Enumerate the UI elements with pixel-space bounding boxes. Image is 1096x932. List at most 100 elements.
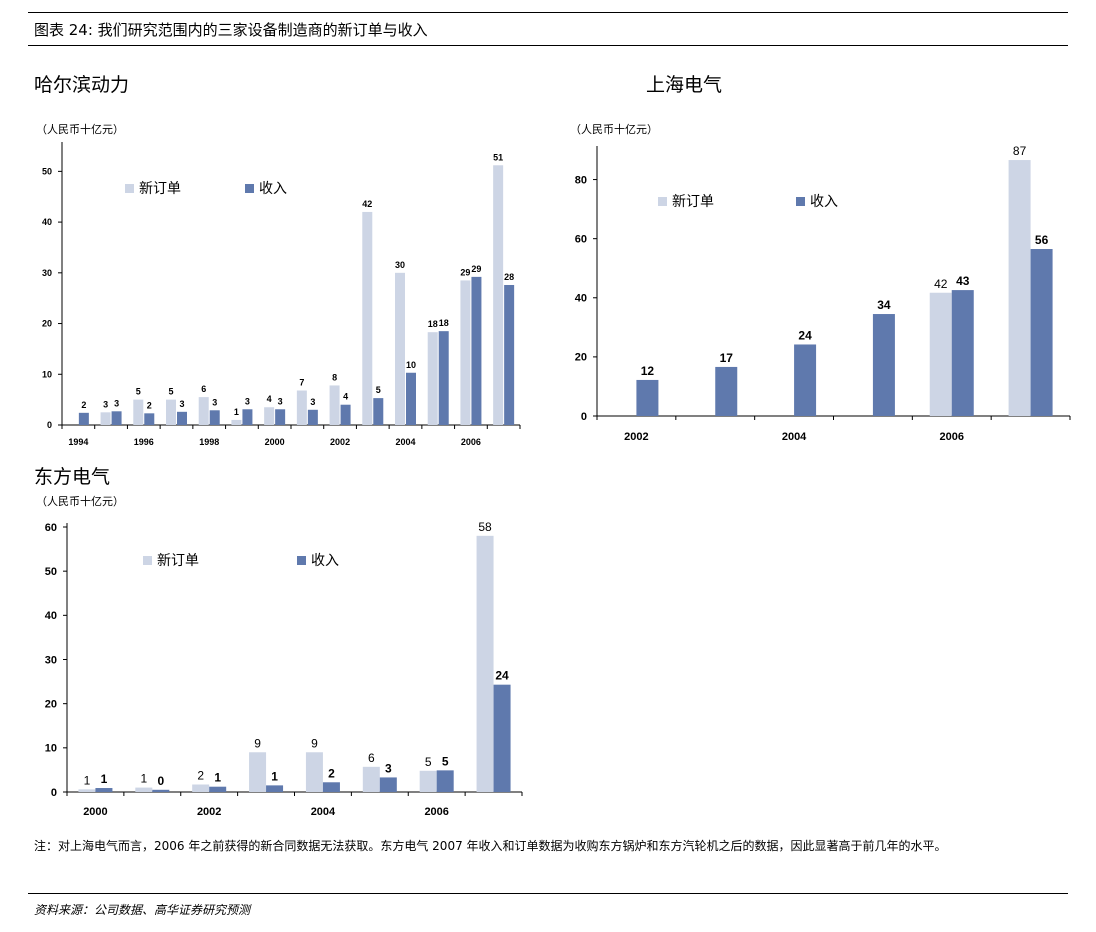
data-label-dongfang-new-orders: 9 <box>254 736 261 750</box>
data-label-shanghai-revenue: 56 <box>1035 233 1049 247</box>
data-label-shanghai-revenue: 17 <box>720 351 734 365</box>
data-label-dongfang-new-orders: 1 <box>84 773 91 787</box>
data-label-harbin-revenue: 3 <box>245 396 250 406</box>
data-label-shanghai-revenue: 34 <box>877 298 891 312</box>
chart-title-shanghai: 上海电气 <box>646 74 723 96</box>
bar-dongfang-revenue <box>95 788 113 792</box>
bar-harbin-revenue <box>406 372 416 425</box>
bar-dongfang-revenue <box>322 782 340 792</box>
x-tick-label-harbin: 1994 <box>68 437 88 447</box>
bar-shanghai-revenue <box>1030 249 1053 416</box>
bar-harbin-new-orders <box>133 399 144 425</box>
data-label-shanghai-new-orders: 87 <box>1013 144 1027 158</box>
legend-label-shanghai-new-orders: 新订单 <box>672 193 714 209</box>
top-rule <box>28 12 1068 13</box>
data-label-dongfang-revenue: 2 <box>328 766 335 780</box>
bar-harbin-revenue <box>504 284 515 425</box>
data-label-harbin-new-orders: 8 <box>332 372 337 382</box>
y-tick-label-harbin: 50 <box>42 167 52 177</box>
data-label-harbin-new-orders: 51 <box>493 152 503 162</box>
bar-dongfang-revenue <box>209 786 227 792</box>
figure-title: 图表 24: 我们研究范围内的三家设备制造商的新订单与收入 <box>34 21 428 39</box>
x-tick-label-shanghai: 2002 <box>624 431 648 443</box>
bar-harbin-new-orders <box>166 399 176 425</box>
data-label-dongfang-revenue: 1 <box>271 769 278 783</box>
data-label-dongfang-new-orders: 5 <box>425 755 432 769</box>
data-label-harbin-new-orders: 29 <box>460 267 470 277</box>
legend-swatch-harbin-new-orders <box>125 184 134 193</box>
y-tick-label-shanghai: 60 <box>575 234 587 246</box>
data-label-harbin-new-orders: 3 <box>103 399 108 409</box>
data-label-dongfang-new-orders: 58 <box>478 520 492 534</box>
bar-harbin-new-orders <box>493 165 504 425</box>
x-tick-label-harbin: 2002 <box>330 437 350 447</box>
data-label-harbin-new-orders: 6 <box>201 384 206 394</box>
data-label-dongfang-new-orders: 1 <box>140 772 147 786</box>
bar-harbin-new-orders <box>264 407 275 425</box>
bar-shanghai-revenue <box>794 344 817 416</box>
bar-harbin-revenue <box>373 398 384 425</box>
data-label-dongfang-revenue: 1 <box>214 771 221 785</box>
x-tick-label-dongfang: 2000 <box>83 806 107 818</box>
x-tick-label-dongfang: 2004 <box>311 806 336 818</box>
bar-harbin-revenue <box>209 410 220 425</box>
y-tick-label-harbin: 20 <box>42 319 52 329</box>
data-label-harbin-new-orders: 5 <box>136 387 141 397</box>
data-label-harbin-revenue: 28 <box>504 272 514 282</box>
data-label-shanghai-revenue: 43 <box>956 274 970 288</box>
bar-shanghai-new-orders <box>1008 160 1031 416</box>
data-label-dongfang-new-orders: 2 <box>197 768 204 782</box>
x-tick-label-harbin: 1998 <box>199 437 219 447</box>
bar-dongfang-new-orders <box>249 752 267 792</box>
bar-harbin-revenue <box>242 409 253 425</box>
x-tick-label-harbin: 2006 <box>461 437 481 447</box>
unit-label-dongfang: （人民币十亿元） <box>36 495 124 508</box>
data-label-harbin-revenue: 3 <box>179 399 184 409</box>
bar-shanghai-new-orders <box>929 292 952 416</box>
bar-dongfang-revenue <box>266 785 284 792</box>
bar-harbin-revenue <box>340 404 351 425</box>
x-tick-label-shanghai: 2004 <box>782 431 807 443</box>
bottom-rule <box>28 893 1068 894</box>
legend-swatch-shanghai-new-orders <box>658 197 667 206</box>
bar-harbin-revenue <box>144 413 155 425</box>
data-label-dongfang-revenue: 24 <box>495 669 509 683</box>
y-tick-label-harbin: 30 <box>42 268 52 278</box>
x-tick-label-harbin: 1996 <box>134 437 154 447</box>
y-tick-label-shanghai: 0 <box>581 411 587 423</box>
data-label-harbin-new-orders: 4 <box>267 394 272 404</box>
y-tick-label-dongfang: 60 <box>45 522 57 534</box>
data-label-harbin-revenue: 29 <box>471 264 481 274</box>
footnote: 注：对上海电气而言，2006 年之前获得的新合同数据无法获取。东方电气 2007… <box>34 839 947 853</box>
bar-dongfang-new-orders <box>305 752 323 792</box>
y-tick-label-dongfang: 0 <box>51 787 57 799</box>
bar-dongfang-new-orders <box>476 535 494 792</box>
y-tick-label-dongfang: 10 <box>45 743 57 755</box>
bar-dongfang-new-orders <box>135 787 153 792</box>
bar-harbin-new-orders <box>427 332 438 425</box>
legend-label-harbin-new-orders: 新订单 <box>139 180 181 196</box>
legend-swatch-dongfang-new-orders <box>143 556 152 565</box>
bar-harbin-new-orders <box>395 272 405 425</box>
chart-title-dongfang: 东方电气 <box>34 466 111 488</box>
data-label-harbin-revenue: 18 <box>439 318 449 328</box>
legend-swatch-dongfang-revenue <box>297 556 306 565</box>
bar-shanghai-revenue <box>951 290 974 416</box>
data-label-dongfang-revenue: 0 <box>157 774 164 788</box>
bar-harbin-new-orders <box>296 390 307 425</box>
x-tick-label-dongfang: 2002 <box>197 806 221 818</box>
unit-label-shanghai: （人民币十亿元） <box>570 123 658 136</box>
y-tick-label-dongfang: 40 <box>45 610 57 622</box>
data-label-harbin-revenue: 3 <box>310 397 315 407</box>
x-tick-label-dongfang: 2006 <box>424 806 448 818</box>
data-label-dongfang-new-orders: 6 <box>368 751 375 765</box>
legend-label-harbin-revenue: 收入 <box>259 180 287 196</box>
y-tick-label-shanghai: 20 <box>575 352 587 364</box>
bar-dongfang-new-orders <box>419 770 437 792</box>
bar-harbin-revenue <box>471 276 482 425</box>
bar-dongfang-revenue <box>493 684 511 792</box>
bar-harbin-new-orders <box>460 280 471 425</box>
y-tick-label-harbin: 0 <box>47 420 52 430</box>
data-label-shanghai-new-orders: 42 <box>934 277 948 291</box>
legend-label-shanghai-revenue: 收入 <box>810 193 838 209</box>
